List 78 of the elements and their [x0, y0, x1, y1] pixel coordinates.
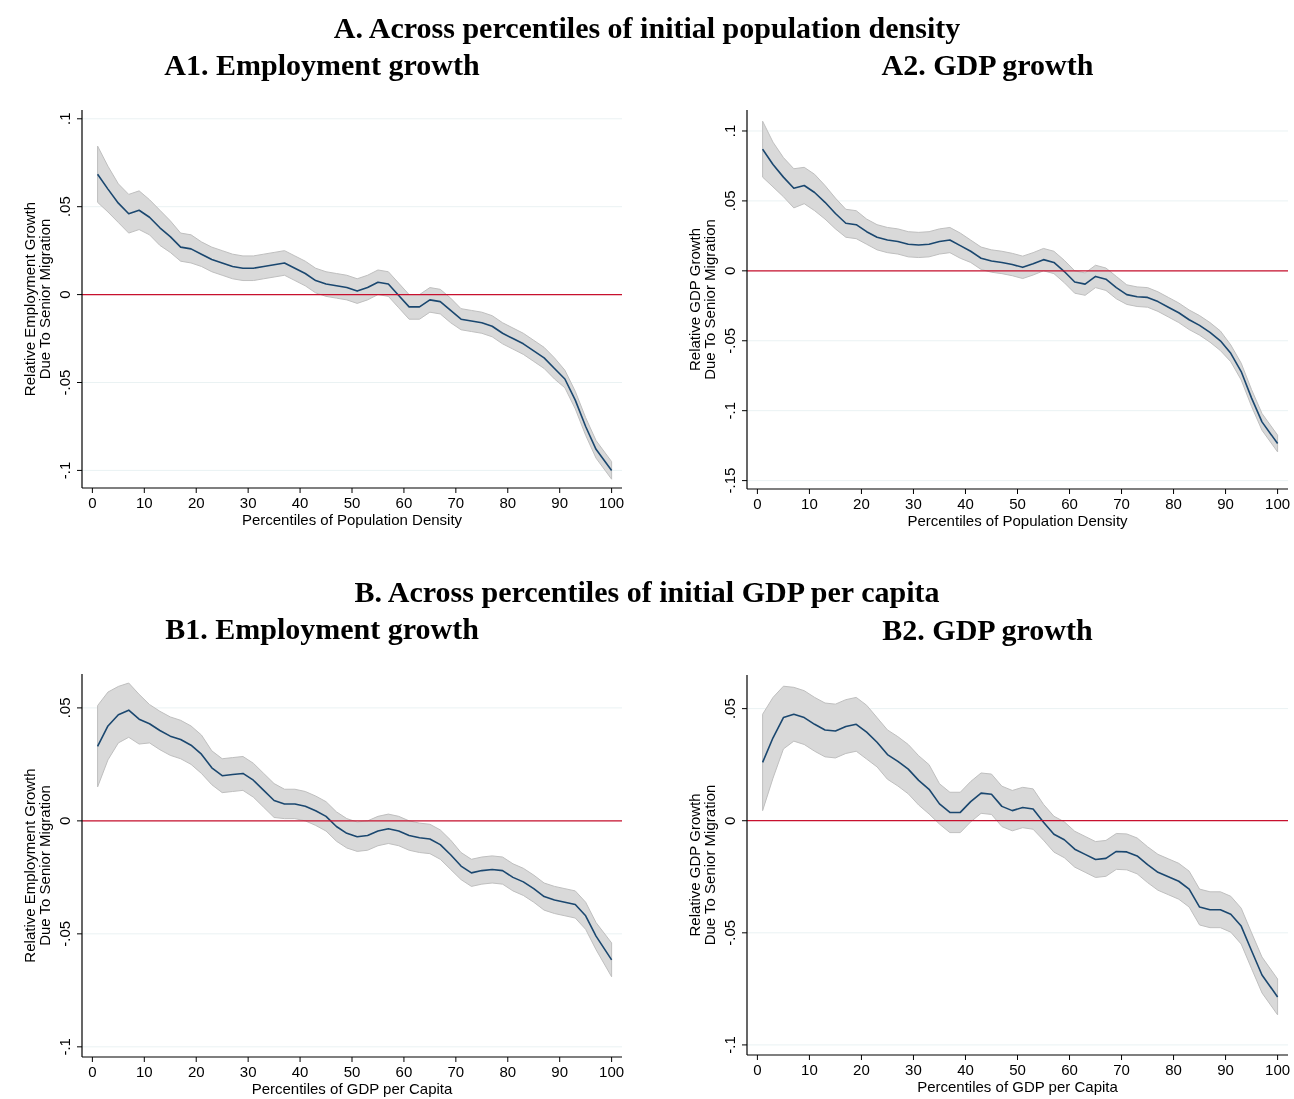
x-tick-label: 10	[801, 1061, 818, 1078]
y-tick-label: .05	[56, 697, 73, 719]
y-tick-label: -.05	[721, 327, 738, 354]
x-tick-label: 30	[905, 495, 922, 512]
x-tick-label: 20	[853, 495, 870, 512]
x-tick-label: 60	[395, 494, 413, 511]
text: A. Across percentiles of initial population density	[333, 11, 961, 44]
y-axis-title: Relative GDP Growth Due To Senior Migration	[686, 219, 718, 380]
chart-title: A1. Employment growth	[164, 48, 480, 81]
y-tick-label: -.05	[56, 920, 73, 947]
x-tick-label: 20	[853, 1061, 870, 1078]
y-tick-label: .1	[56, 112, 73, 126]
x-tick-label: 30	[905, 1061, 922, 1078]
x-tick-label: 50	[343, 1063, 361, 1080]
x-tick-label: 40	[957, 495, 974, 512]
chart-title: B1. Employment growth	[165, 612, 480, 645]
x-tick-label: 70	[447, 494, 465, 511]
y-tick-label: .05	[56, 196, 73, 218]
x-tick-label: 10	[135, 494, 153, 511]
y-tick-label: -.1	[721, 1036, 738, 1054]
x-tick-label: 70	[1113, 495, 1130, 512]
x-tick-label: 50	[1009, 495, 1026, 512]
x-tick-label: 70	[1113, 1061, 1130, 1078]
x-tick-label: 100	[599, 1063, 625, 1080]
y-tick-label: .05	[721, 698, 738, 720]
x-tick-label: 10	[135, 1063, 153, 1080]
x-tick-label: 60	[1061, 1061, 1078, 1078]
x-tick-label: 0	[753, 495, 762, 512]
y-tick-label: -.05	[721, 919, 738, 946]
line-series	[96, 709, 613, 961]
chart-title: A2. GDP growth	[881, 48, 1094, 81]
x-axis-title: Percentiles of GDP per Capita	[917, 1078, 1119, 1095]
x-tick-label: 80	[499, 494, 517, 511]
x-tick-label: 20	[187, 494, 205, 511]
x-tick-label: 30	[239, 494, 257, 511]
x-tick-label: 70	[447, 1063, 465, 1080]
y-tick-label: .05	[721, 190, 738, 212]
y-tick-label: 0	[721, 266, 738, 275]
x-tick-label: 80	[1165, 495, 1182, 512]
y-tick-label: .1	[721, 124, 738, 138]
x-tick-label: 0	[88, 494, 97, 511]
x-tick-label: 60	[1061, 495, 1078, 512]
x-tick-label: 90	[1217, 495, 1234, 512]
x-tick-label: 50	[1009, 1061, 1026, 1078]
x-tick-label: 0	[753, 1061, 762, 1078]
x-tick-label: 40	[957, 1061, 974, 1078]
y-axis-title: Relative Employment Growth Due To Senior Migration	[21, 768, 53, 963]
x-tick-label: 40	[291, 494, 309, 511]
x-tick-label: 30	[239, 1063, 257, 1080]
y-tick-label: -.05	[56, 369, 73, 396]
x-tick-label: 80	[499, 1063, 517, 1080]
y-tick-label: 0	[721, 816, 738, 825]
x-tick-label: 50	[343, 494, 361, 511]
x-tick-label: 60	[395, 1063, 413, 1080]
x-tick-label: 10	[801, 495, 818, 512]
x-axis-title: Percentiles of Population Density	[907, 512, 1129, 529]
y-tick-label: 0	[56, 290, 73, 299]
chart-title: B2. GDP growth	[882, 613, 1093, 646]
x-tick-label: 40	[291, 1063, 309, 1080]
x-tick-label: 90	[1217, 1061, 1234, 1078]
x-tick-label: 0	[88, 1063, 97, 1080]
x-tick-label: 100	[599, 494, 625, 511]
x-tick-label: 90	[551, 494, 569, 511]
y-axis-title: Relative Employment Growth Due To Senior Migration	[21, 201, 53, 397]
x-axis-title: Percentiles of GDP per Capita	[251, 1080, 453, 1097]
x-axis-title: Percentiles of Population Density	[241, 511, 463, 528]
x-tick-label: 90	[551, 1063, 569, 1080]
y-tick-label: -.1	[56, 461, 73, 480]
y-axis-title: Relative GDP Growth Due To Senior Migration	[686, 784, 718, 946]
x-tick-label: 20	[187, 1063, 205, 1080]
y-tick-label: 0	[56, 816, 73, 826]
x-tick-label: 100	[1265, 1061, 1291, 1078]
y-tick-label: -.15	[721, 467, 738, 494]
text: B. Across percentiles of initial GDP per capita	[354, 575, 940, 608]
x-tick-label: 80	[1165, 1061, 1182, 1078]
y-tick-label: -.1	[56, 1038, 73, 1056]
x-tick-label: 100	[1265, 495, 1291, 512]
y-tick-label: -.1	[721, 401, 738, 420]
